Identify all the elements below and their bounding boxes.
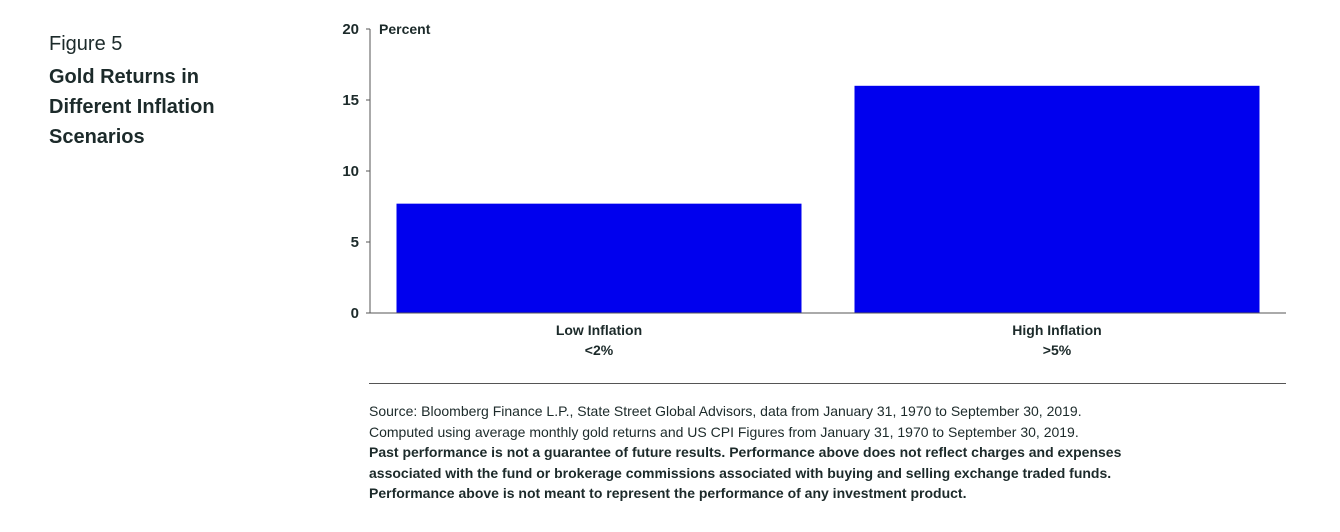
y-axis-unit-label: Percent — [379, 21, 431, 37]
figure-title: Gold Returns in Different Inflation Scen… — [49, 66, 215, 148]
computed-note: Computed using average monthly gold retu… — [369, 423, 1079, 440]
y-axis: 0 5 10 15 20 Percent — [342, 21, 430, 322]
bars — [396, 85, 1260, 313]
bar-1 — [854, 85, 1260, 313]
source-note: Source: Bloomberg Finance L.P., State St… — [369, 403, 1082, 419]
bar-0 — [396, 203, 802, 313]
y-tick-label: 20 — [342, 21, 359, 38]
y-tick-label: 5 — [351, 234, 359, 251]
x-category-label: <2% — [585, 342, 614, 358]
x-category-label: >5% — [1043, 342, 1072, 358]
disclaimer-line-2: associated with the fund or brokerage co… — [369, 464, 1112, 481]
figure-number: Figure 5 — [49, 33, 123, 55]
x-category-label: High Inflation — [1012, 322, 1101, 338]
y-tick-label: 0 — [351, 305, 359, 322]
notes-divider — [369, 383, 1286, 384]
y-tick-label: 15 — [342, 92, 359, 109]
chart-notes: Source: Bloomberg Finance L.P., State St… — [369, 401, 1299, 504]
disclaimer-line-1: Past performance is not a guarantee of f… — [369, 444, 1122, 460]
bar-chart: 0 5 10 15 20 Percent Low Inflation <2% High Inf… — [342, 21, 1286, 358]
y-tick-label: 10 — [342, 163, 359, 180]
x-axis: Low Inflation <2% High Inflation >5% — [370, 312, 1286, 358]
x-category-label: Low Inflation — [556, 322, 642, 338]
disclaimer-line-3: Performance above is not meant to repres… — [369, 485, 967, 501]
